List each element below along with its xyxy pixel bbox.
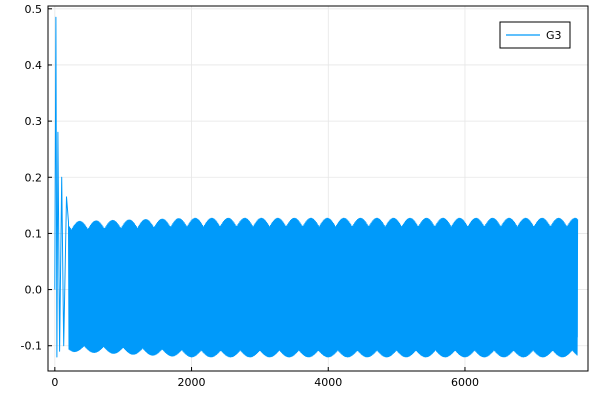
x-tick-label-0: 0 xyxy=(51,376,58,389)
x-axis: 0 2000 4000 6000 xyxy=(51,367,479,389)
y-axis: -0.1 0.0 0.1 0.2 0.3 0.4 0.5 xyxy=(21,3,52,353)
grid-lines xyxy=(48,6,588,371)
x-tick-label-3: 6000 xyxy=(451,376,479,389)
y-tick-label-3: 0.2 xyxy=(25,171,43,184)
series-g3-line xyxy=(54,16,579,358)
y-tick-label-5: 0.4 xyxy=(25,59,43,72)
y-tick-label-0: -0.1 xyxy=(21,340,42,353)
y-tick-label-4: 0.3 xyxy=(25,115,43,128)
y-tick-label-2: 0.1 xyxy=(25,227,43,240)
plot-frame xyxy=(47,5,589,372)
y-tick-label-1: 0.0 xyxy=(25,284,43,297)
legend: G3 xyxy=(499,21,571,49)
x-tick-label-1: 2000 xyxy=(178,376,206,389)
series-g3 xyxy=(54,16,579,358)
legend-label-g3: G3 xyxy=(546,29,562,42)
y-tick-label-6: 0.5 xyxy=(25,3,43,16)
x-tick-label-2: 4000 xyxy=(314,376,342,389)
